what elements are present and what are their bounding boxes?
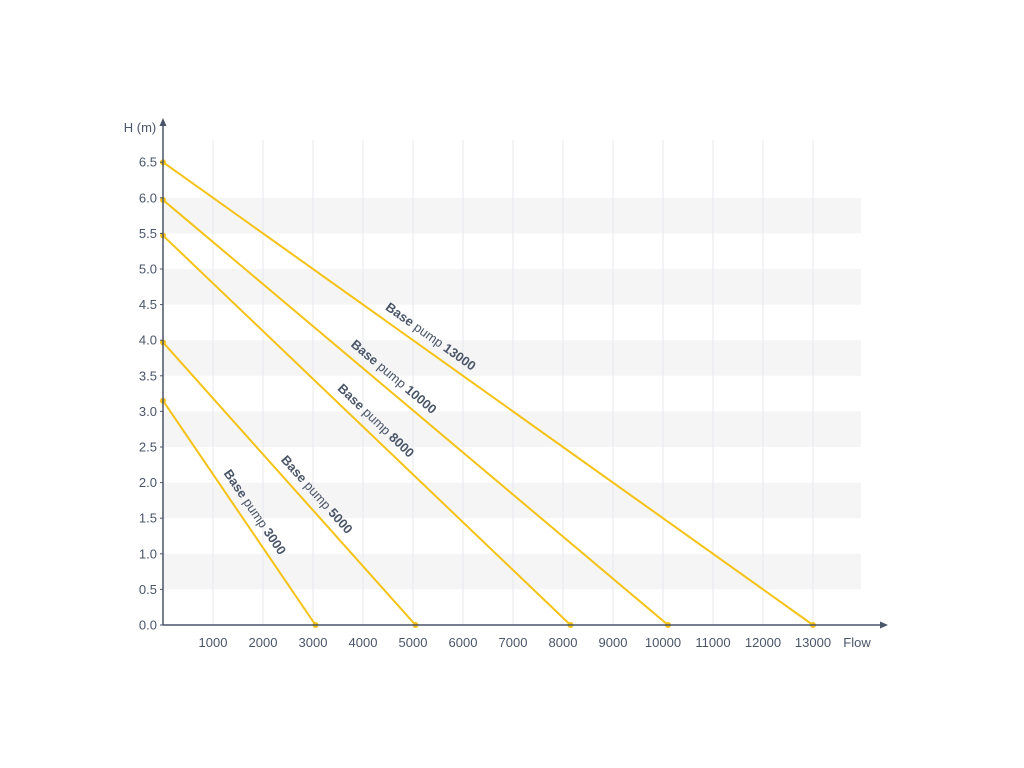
x-tick-label: 1000 <box>199 635 228 650</box>
y-tick-label: 3.0 <box>139 404 157 419</box>
x-tick-label: 10000 <box>645 635 681 650</box>
x-tick-label: 13000 <box>795 635 831 650</box>
series-line <box>162 400 317 626</box>
x-tick-labels: 1000 2000 3000 4000 5000 6000 7000 8000 9000 1000… <box>199 635 832 650</box>
y-tick-label: 2.0 <box>139 475 157 490</box>
series-line <box>162 234 572 626</box>
y-tick-label: 5.5 <box>139 226 157 241</box>
y-tick-label: 3.5 <box>139 368 157 383</box>
background-band <box>163 411 861 447</box>
series-line <box>162 341 417 626</box>
y-tick-label: 4.5 <box>139 297 157 312</box>
axes <box>159 118 888 629</box>
x-tick-label: 4000 <box>349 635 378 650</box>
series-lines <box>162 161 814 626</box>
y-tick-labels: 0.0 0.5 1.0 1.5 2.0 2.5 3.0 3.5 4.0 4.5 5.0 5.5 6.0 6… <box>139 155 163 633</box>
x-tick-label: 9000 <box>599 635 628 650</box>
y-tick-label: 1.0 <box>139 546 157 561</box>
y-tick-label: 0.5 <box>139 582 157 597</box>
y-tick-label: 0.0 <box>139 618 157 633</box>
x-tick-label: 3000 <box>299 635 328 650</box>
x-tick-label: 2000 <box>249 635 278 650</box>
x-axis-arrow <box>880 621 888 629</box>
series-line <box>162 199 669 626</box>
background-band <box>163 482 861 519</box>
x-tick-label: 12000 <box>745 635 781 650</box>
y-tick-label: 6.5 <box>139 155 157 170</box>
background-band <box>163 340 861 376</box>
series-line <box>162 161 814 626</box>
y-axis-label: H (m) <box>124 120 157 135</box>
x-tick-label: 7000 <box>499 635 528 650</box>
y-tick-label: 1.5 <box>139 511 157 526</box>
y-axis-arrow <box>159 118 167 126</box>
series-label-model: 3000 <box>261 525 290 557</box>
x-tick-label: 5000 <box>399 635 428 650</box>
x-tick-label: 8000 <box>549 635 578 650</box>
x-tick-label: 6000 <box>449 635 478 650</box>
x-axis-label: Flow <box>843 635 871 650</box>
y-tick-label: 2.5 <box>139 440 157 455</box>
vertical-gridlines <box>212 140 814 625</box>
y-tick-label: 5.0 <box>139 262 157 277</box>
y-tick-label: 4.0 <box>139 333 157 348</box>
x-tick-label: 11000 <box>695 635 730 650</box>
background-band <box>163 197 861 234</box>
y-tick-label: 6.0 <box>139 190 157 205</box>
